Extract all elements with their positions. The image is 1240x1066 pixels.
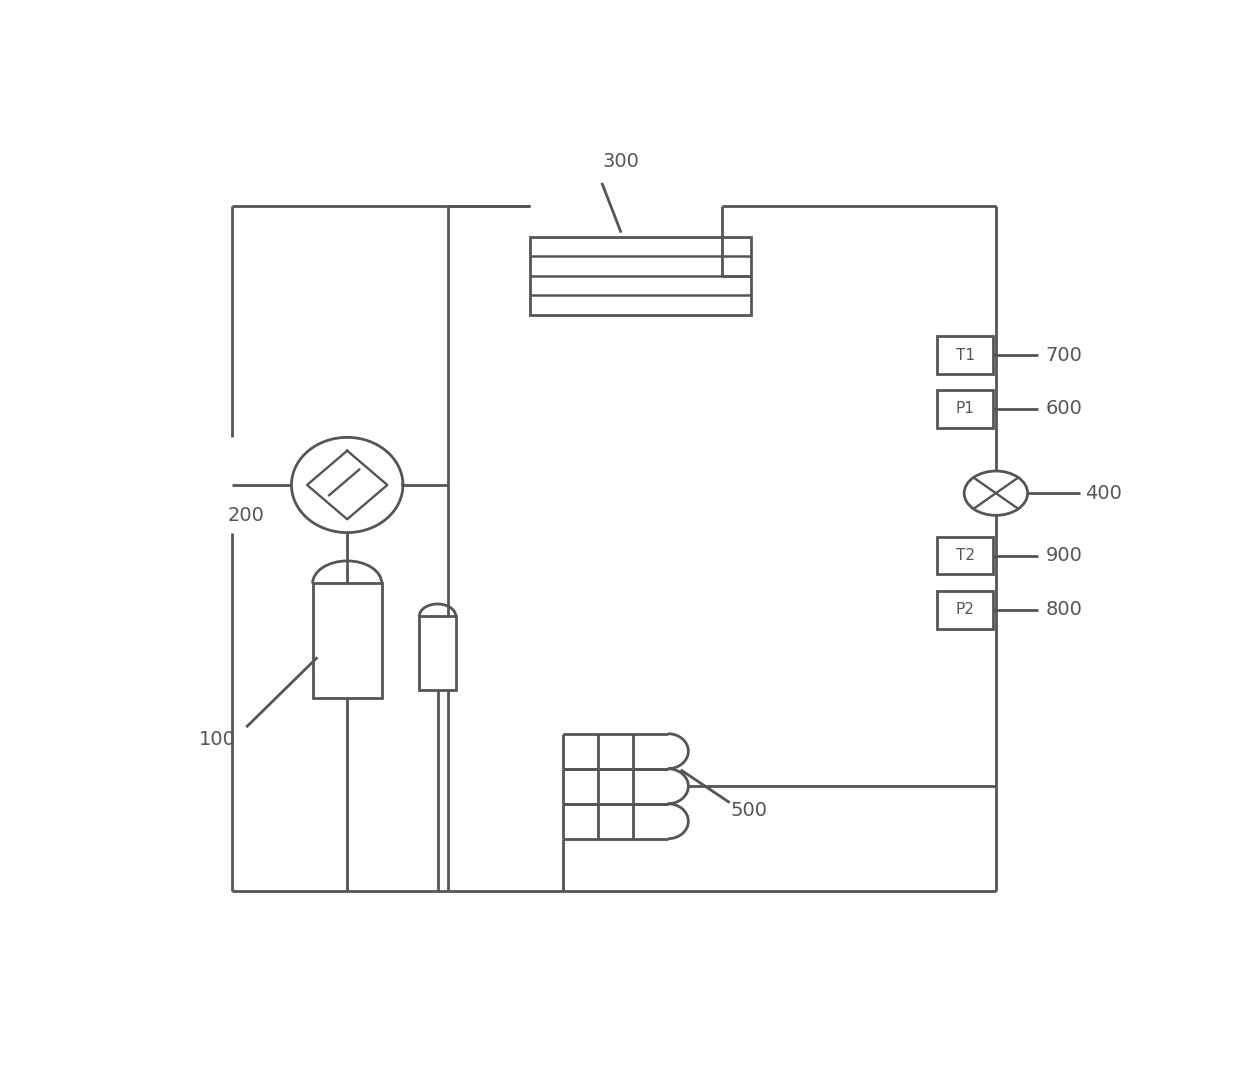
Bar bbox=[937, 591, 993, 629]
Text: 500: 500 bbox=[730, 802, 768, 821]
Text: 800: 800 bbox=[1045, 600, 1083, 619]
Text: T2: T2 bbox=[956, 548, 975, 563]
Text: 600: 600 bbox=[1045, 399, 1083, 418]
Bar bbox=[937, 536, 993, 575]
Bar bbox=[529, 237, 750, 314]
Text: 900: 900 bbox=[1045, 546, 1083, 565]
Text: 300: 300 bbox=[603, 152, 640, 172]
Text: P1: P1 bbox=[956, 401, 975, 416]
Text: 100: 100 bbox=[200, 730, 236, 749]
Text: 200: 200 bbox=[228, 506, 264, 524]
Bar bbox=[937, 337, 993, 374]
Text: 700: 700 bbox=[1045, 345, 1083, 365]
Text: T1: T1 bbox=[956, 348, 975, 362]
Bar bbox=[312, 583, 382, 698]
Bar bbox=[937, 390, 993, 427]
Text: 400: 400 bbox=[1085, 484, 1122, 503]
Ellipse shape bbox=[965, 471, 1028, 515]
Text: P2: P2 bbox=[956, 602, 975, 617]
Bar bbox=[419, 616, 456, 690]
